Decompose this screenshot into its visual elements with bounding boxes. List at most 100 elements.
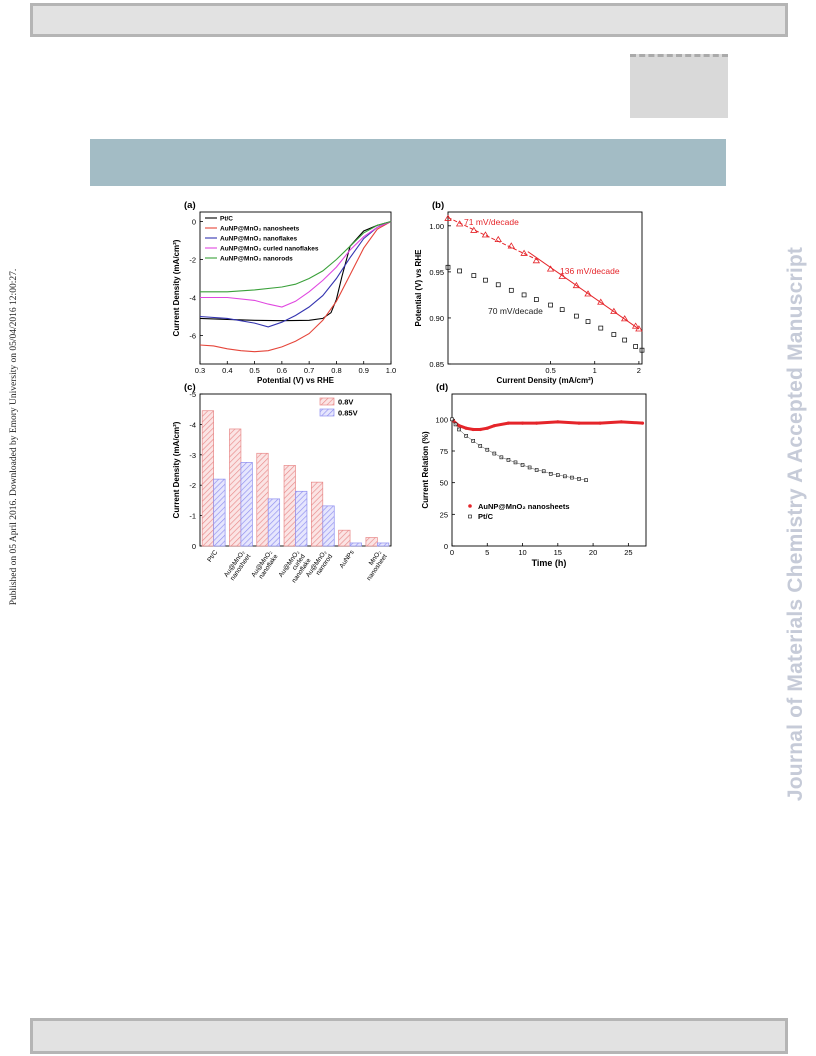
data-point-filled — [485, 426, 489, 430]
y-tick-label: 1.00 — [429, 222, 444, 231]
series-line — [199, 221, 392, 353]
figure-svg: (a)0.3 0.4 0.5 0.6 0.7 0.8 0.9 1.00-2-4-6Potent… — [172, 200, 647, 585]
x-tick-label: 0 — [450, 548, 454, 557]
y-tick-label: -2 — [189, 256, 196, 265]
series-line — [200, 220, 392, 293]
data-point-square — [548, 302, 553, 308]
category-label-line: Pt/C — [206, 549, 219, 564]
x-tick-label: 20 — [589, 548, 597, 557]
panel-d: (d) 0 5 10 15 20 25 0 25 50 75 100 Time (h) Current R… — [421, 382, 647, 568]
data-point-filled — [471, 427, 475, 432]
data-point-square — [639, 347, 645, 353]
data-point-triangle — [507, 242, 515, 249]
legend-entry: Pt/C — [478, 512, 494, 521]
bar — [267, 498, 281, 547]
bar — [213, 478, 226, 547]
y-tick-label: -4 — [189, 294, 196, 303]
plot-frame — [451, 393, 647, 547]
bar — [310, 481, 324, 547]
y-tick-label: 25 — [440, 510, 448, 519]
y-tick-label: 0 — [192, 218, 196, 227]
bar — [295, 490, 308, 547]
panel-label: (c) — [184, 382, 196, 393]
article-header-band — [90, 139, 726, 186]
series-line — [199, 220, 392, 322]
slope-annotation: 136 mV/decade — [560, 266, 620, 276]
series-band — [450, 418, 643, 431]
x-tick-label: 0.7 — [304, 366, 314, 375]
data-point-square — [622, 337, 628, 343]
panel-c: (c) 0 -1 -2 -3 -4 -5 Current Density (mA/cm²) Pt… — [172, 382, 392, 585]
data-point-filled — [506, 421, 511, 425]
y-tick-label: -2 — [189, 481, 196, 490]
bar — [283, 465, 296, 547]
bar — [377, 542, 390, 547]
data-point-square — [457, 268, 462, 274]
x-tick-label: 10 — [518, 548, 526, 557]
data-point-triangle — [470, 226, 478, 233]
slope-annotation: 71 mV/decade — [464, 217, 519, 227]
plot-frame — [199, 211, 392, 365]
legend-entry: AuNP@MnO₂ nanosheets — [220, 226, 300, 233]
x-tick-label: 15 — [554, 548, 562, 557]
panel-label: (d) — [436, 382, 448, 393]
bar — [338, 529, 351, 547]
data-point-square — [584, 478, 588, 482]
legend-entry: 0.8V — [338, 398, 353, 407]
data-point-square — [508, 287, 514, 293]
category-label: Pt/C — [206, 549, 219, 564]
category-label-line: AuNPs — [338, 549, 356, 570]
data-point-filled — [619, 420, 623, 424]
bar — [240, 462, 253, 547]
bar — [201, 410, 214, 547]
y-tick-label: -4 — [189, 420, 196, 429]
x-axis-label: Potential (V) vs RHE — [257, 376, 335, 385]
legend-entry: AuNP@MnO₂ nanoflakes — [220, 236, 298, 243]
journal-logo-placeholder — [630, 54, 728, 118]
category-label: AuNPs — [338, 549, 356, 570]
panel-label: (a) — [184, 200, 196, 211]
accepted-manuscript-watermark: Journal of Materials Chemistry A Accepte… — [784, 246, 807, 802]
x-tick-label: 2 — [637, 366, 641, 375]
data-point-square — [521, 292, 527, 298]
bar — [256, 452, 269, 547]
legend-swatch — [319, 408, 335, 417]
download-side-note: Published on 05 April 2016. Downloaded b… — [9, 268, 19, 606]
data-point-square — [574, 313, 579, 319]
x-tick-label: 5 — [485, 548, 489, 557]
data-point-filled — [556, 420, 560, 424]
x-tick-label: 0.3 — [195, 366, 205, 375]
data-point-filled — [535, 421, 539, 425]
series-line — [199, 220, 392, 328]
panel-b: (b) 0.5 1 2 0.85 0.90 0.95 1.00 Current Density … — [414, 200, 645, 385]
data-point-filled — [640, 421, 645, 425]
data-point-square — [533, 297, 539, 302]
x-tick-label: 0.4 — [222, 366, 232, 375]
y-tick-label: -6 — [189, 332, 196, 341]
plot-frame — [447, 211, 643, 365]
data-point-square — [471, 273, 477, 278]
data-point-square — [445, 264, 451, 270]
y-tick-label: 0.95 — [429, 268, 444, 277]
y-tick-label: -1 — [189, 512, 196, 521]
series-line — [200, 220, 392, 308]
y-axis-label: Current Density (mA/cm²) — [172, 239, 181, 336]
x-tick-label: 0.5 — [249, 366, 259, 375]
y-tick-label: -5 — [189, 390, 196, 399]
data-point-triangle — [520, 249, 528, 256]
data-point-square — [483, 277, 488, 283]
y-tick-label: 0.90 — [429, 314, 444, 323]
y-tick-label: -3 — [189, 451, 196, 460]
bar — [349, 542, 362, 547]
x-axis-label: Current Density (mA/cm²) — [497, 376, 594, 385]
legend-swatch — [468, 504, 472, 508]
slope-annotation: 70 mV/decade — [488, 306, 543, 316]
y-tick-label: 75 — [440, 447, 448, 456]
y-tick-label: 100 — [435, 415, 448, 424]
panel-label: (b) — [432, 200, 444, 211]
fit-line — [447, 217, 540, 262]
